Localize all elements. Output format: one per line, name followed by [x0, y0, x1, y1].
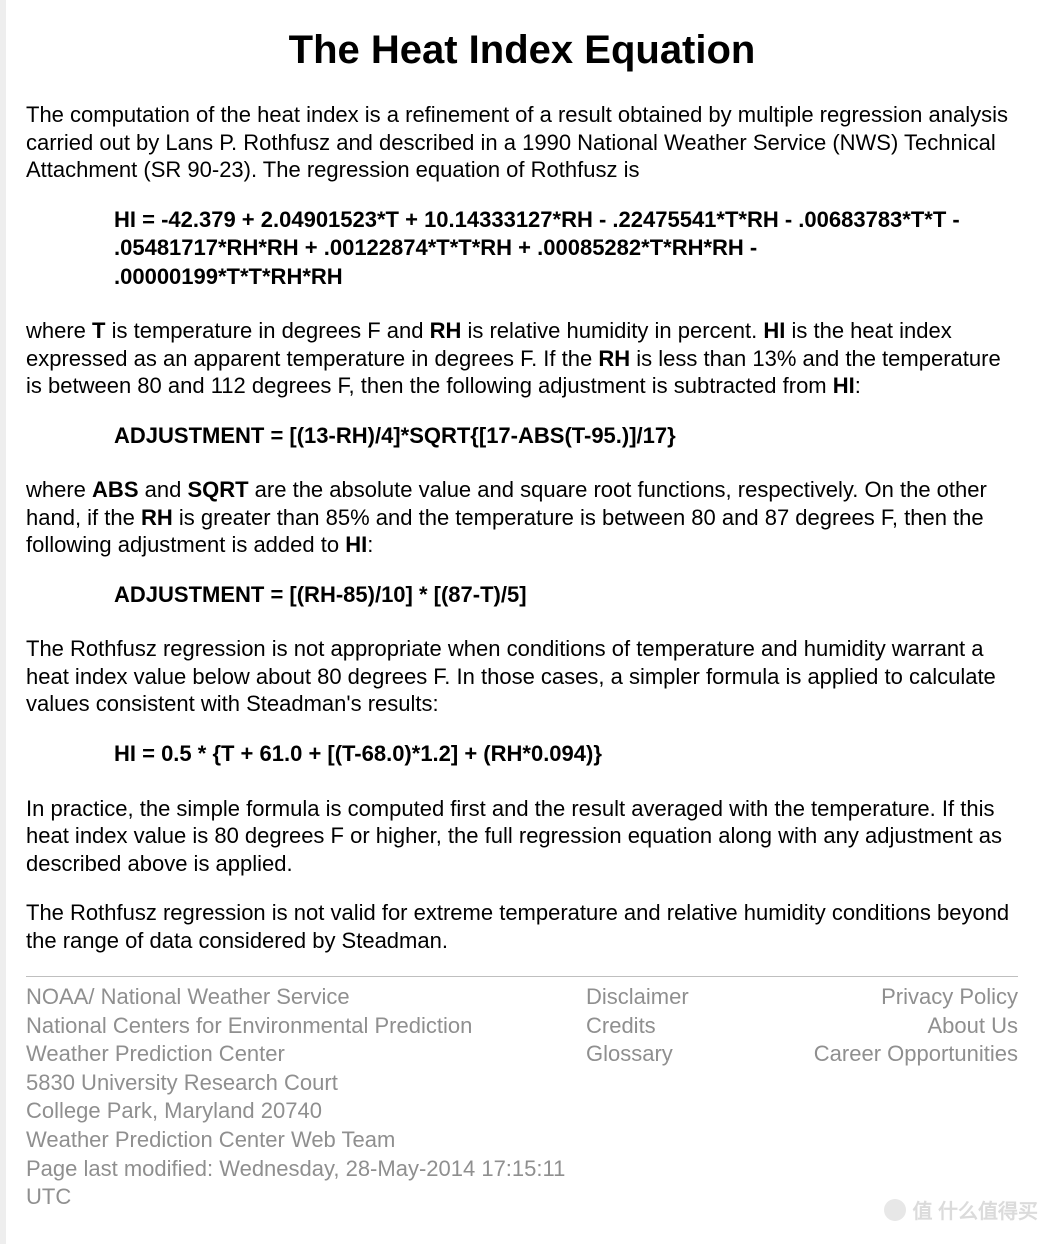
footer-org-block: NOAA/ National Weather Service National … [26, 983, 586, 1212]
var-rh: RH [141, 505, 173, 530]
footer-link-about[interactable]: About Us [788, 1012, 1018, 1041]
footer-links-right: Privacy Policy About Us Career Opportuni… [788, 983, 1018, 1212]
var-hi: HI [345, 532, 367, 557]
footer-org-line: National Centers for Environmental Predi… [26, 1012, 586, 1041]
watermark-icon [884, 1199, 906, 1221]
footer-org-line: NOAA/ National Weather Service [26, 983, 586, 1012]
paragraph-simpler-formula: The Rothfusz regression is not appropria… [26, 635, 1018, 718]
var-rh: RH [598, 346, 630, 371]
var-hi: HI [833, 373, 855, 398]
text: is temperature in degrees F and [106, 318, 430, 343]
paragraph-where-t-rh: where T is temperature in degrees F and … [26, 317, 1018, 400]
page-footer: NOAA/ National Weather Service National … [26, 983, 1018, 1212]
footer-separator [26, 976, 1018, 977]
footer-link-glossary[interactable]: Glossary [586, 1040, 788, 1069]
paragraph-abs-sqrt: where ABS and SQRT are the absolute valu… [26, 476, 1018, 559]
text: : [855, 373, 861, 398]
equation-adjustment-low-rh: ADJUSTMENT = [(13-RH)/4]*SQRT{[17-ABS(T-… [26, 422, 1018, 451]
paragraph-not-valid-extreme: The Rothfusz regression is not valid for… [26, 899, 1018, 954]
footer-org-line: Weather Prediction Center Web Team [26, 1126, 586, 1155]
fn-abs: ABS [92, 477, 138, 502]
var-hi: HI [763, 318, 785, 343]
fn-sqrt: SQRT [187, 477, 248, 502]
text: where [26, 477, 92, 502]
footer-org-line: 5830 University Research Court [26, 1069, 586, 1098]
footer-link-privacy[interactable]: Privacy Policy [788, 983, 1018, 1012]
equation-adjustment-high-rh: ADJUSTMENT = [(RH-85)/10] * [(87-T)/5] [26, 581, 1018, 610]
text: where [26, 318, 92, 343]
text: and [139, 477, 188, 502]
page-title: The Heat Index Equation [26, 28, 1018, 73]
footer-last-modified: Page last modified: Wednesday, 28-May-20… [26, 1155, 586, 1212]
footer-link-careers[interactable]: Career Opportunities [788, 1040, 1018, 1069]
footer-link-credits[interactable]: Credits [586, 1012, 788, 1041]
watermark: 值 什么值得买 [884, 1195, 1038, 1224]
text: is relative humidity in percent. [461, 318, 763, 343]
footer-org-line: College Park, Maryland 20740 [26, 1097, 586, 1126]
footer-link-disclaimer[interactable]: Disclaimer [586, 983, 788, 1012]
document-page: The Heat Index Equation The computation … [0, 0, 1062, 1244]
var-t: T [92, 318, 105, 343]
var-rh: RH [430, 318, 462, 343]
watermark-text: 值 什么值得买 [912, 1195, 1038, 1224]
text: : [367, 532, 373, 557]
equation-simple: HI = 0.5 * {T + 61.0 + [(T-68.0)*1.2] + … [26, 740, 1018, 769]
intro-paragraph: The computation of the heat index is a r… [26, 101, 1018, 184]
paragraph-practice: In practice, the simple formula is compu… [26, 795, 1018, 878]
footer-org-line: Weather Prediction Center [26, 1040, 586, 1069]
equation-rothfusz: HI = -42.379 + 2.04901523*T + 10.1433312… [26, 206, 1018, 292]
footer-links-mid: Disclaimer Credits Glossary [586, 983, 788, 1212]
